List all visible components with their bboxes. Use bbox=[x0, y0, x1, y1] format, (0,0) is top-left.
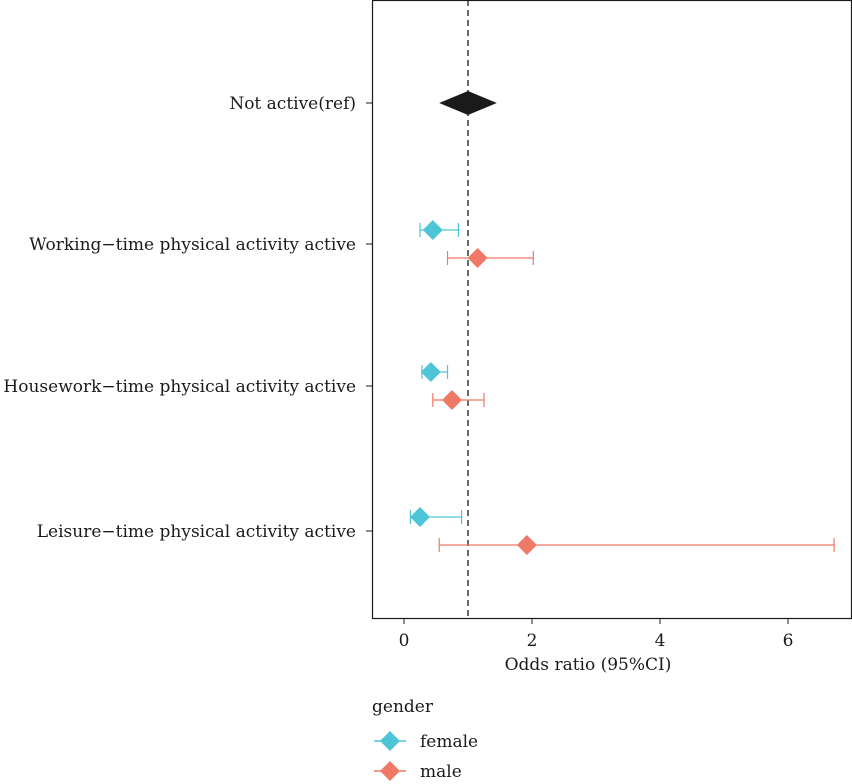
category-labels: Not active(ref) Working−time physical act… bbox=[3, 94, 372, 542]
estimate-diamond-male bbox=[442, 390, 462, 410]
estimate-diamond-male bbox=[516, 535, 537, 555]
reference-estimate-diamond bbox=[439, 91, 497, 115]
category-label: Not active(ref) bbox=[229, 94, 356, 114]
x-axis: Odds ratio (95%CI) 0 2 4 6 bbox=[399, 618, 794, 675]
estimate-diamond-female bbox=[410, 507, 430, 527]
x-tick-label: 2 bbox=[527, 631, 538, 651]
legend-label-female: female bbox=[420, 732, 478, 752]
legend-key-diamond-female bbox=[380, 731, 400, 751]
x-tick-label: 4 bbox=[655, 631, 666, 651]
legend: gender female male bbox=[372, 697, 478, 782]
panel-border bbox=[371, 0, 852, 620]
legend-key-diamond-male bbox=[380, 761, 400, 781]
x-axis-title: Odds ratio (95%CI) bbox=[505, 655, 672, 675]
category-label: Housework−time physical activity active bbox=[3, 377, 356, 397]
x-tick-label: 6 bbox=[783, 631, 794, 651]
estimate-diamond-female bbox=[420, 362, 441, 382]
x-tick-label: 0 bbox=[399, 631, 410, 651]
plot-area bbox=[371, 0, 852, 620]
category-label: Working−time physical activity active bbox=[29, 235, 356, 255]
legend-label-male: male bbox=[420, 762, 462, 782]
category-label: Leisure−time physical activity active bbox=[37, 522, 356, 542]
legend-title: gender bbox=[372, 697, 434, 717]
estimate-diamond-male bbox=[467, 248, 488, 268]
estimate-diamond-female bbox=[422, 220, 443, 240]
